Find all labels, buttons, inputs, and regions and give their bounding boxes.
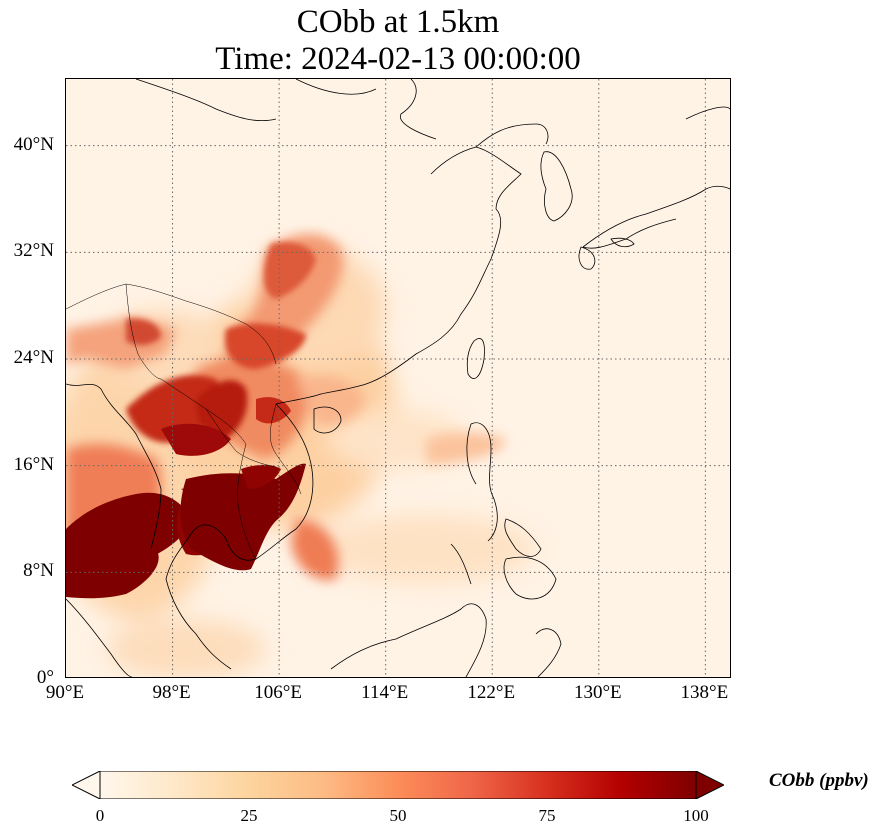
map-title: CObb at 1.5km Time: 2024-02-13 00:00:00 xyxy=(65,4,731,78)
colorbar-label: CObb (ppbv) xyxy=(769,770,869,791)
lat-tick-label: 16°N xyxy=(13,453,54,475)
colorbar-tick-label: 50 xyxy=(389,806,407,825)
title-line-1: CObb at 1.5km xyxy=(296,4,500,40)
colorbar-tick-label: 75 xyxy=(538,806,556,825)
colorbar-tick-label: 0 xyxy=(95,806,105,825)
coastlines xyxy=(66,79,730,677)
lat-tick-label: 0° xyxy=(36,667,54,688)
lon-tick-label: 90°E xyxy=(45,682,85,703)
colorbar-extend-high xyxy=(695,771,724,799)
lon-tick-label: 98°E xyxy=(152,682,191,703)
lat-tick-label: 24°N xyxy=(13,347,54,368)
colorbar-tick-label: 25 xyxy=(240,806,258,825)
lon-tick-label: 130°E xyxy=(573,682,622,703)
colorbar-gradient xyxy=(99,771,697,799)
lon-tick-label: 138°E xyxy=(680,682,729,703)
map-gridlines xyxy=(66,79,730,677)
lon-tick-label: 122°E xyxy=(467,682,516,703)
colorbar-tick-label: 100 xyxy=(683,806,709,825)
colorbar xyxy=(72,771,724,799)
lon-tick-label: 106°E xyxy=(254,682,302,703)
cobb-field-saturated xyxy=(66,397,306,599)
colorbar-extend-low xyxy=(72,771,101,799)
lat-tick-label: 8°N xyxy=(23,560,54,582)
map-panel xyxy=(65,78,731,678)
lat-tick-label: 32°N xyxy=(13,240,54,262)
national-borders xyxy=(66,283,302,560)
lat-tick-label: 40°N xyxy=(13,133,54,155)
lon-tick-label: 114°E xyxy=(361,682,409,703)
map-canvas xyxy=(66,79,730,677)
title-line-2: Time: 2024-02-13 00:00:00 xyxy=(215,41,581,77)
